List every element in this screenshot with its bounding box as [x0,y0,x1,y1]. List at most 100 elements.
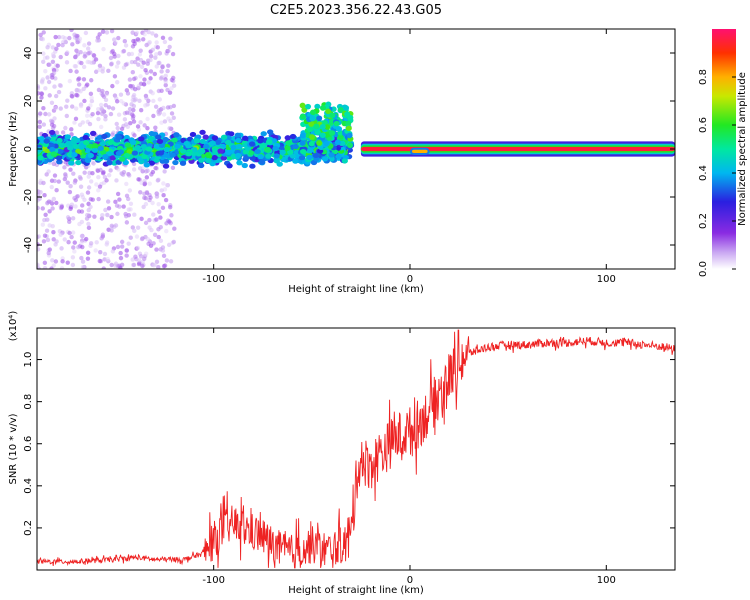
spectrogram-cell [110,106,116,111]
spectrogram-cell [96,174,101,180]
spectrogram-cell [55,63,60,69]
spectrogram-cell [248,141,256,147]
spectrogram-cell [160,35,166,41]
spectrogram-cell [115,79,120,85]
spectrogram-cell [101,29,106,34]
spectrogram-cell [166,48,171,54]
spectrogram-cell [230,144,237,150]
spectrogram-cell [164,182,170,188]
spectrogram-cell [100,69,105,74]
spectrogram-cell [151,98,156,104]
spectrogram-cell [173,132,180,138]
spectrogram-cell [40,222,46,227]
spectrogram-cell [88,91,94,97]
spectrogram-cell [46,250,51,256]
spectrogram-cell [287,149,294,155]
spectrogram-cell [142,181,148,186]
spectrogram-cell [114,99,120,104]
spectrogram-cell [104,30,110,35]
spectrogram-cell [346,132,353,139]
spectrogram-cell [108,168,113,173]
spectrogram-cell [328,152,335,158]
spectrogram-cell [49,266,54,269]
spectrogram-cell [144,175,150,180]
spectrogram-cell [82,43,87,48]
spectrogram-cell [158,238,164,243]
spectrogram-cell [86,225,92,231]
spectrogram-cell [343,105,350,111]
spectrogram-cell [169,111,175,116]
spectrogram-cell [65,98,70,103]
spectrogram-cell [166,242,172,248]
spectrogram-cell [78,144,85,150]
spectrogram-cell [78,184,84,189]
spectrogram-cell [156,201,161,207]
spectrogram-x-label: Height of straight line (km) [288,284,424,295]
spectrogram-cell [85,212,90,218]
spectrogram-cell [159,120,164,125]
spectrogram-cell [165,68,170,74]
spectrogram-cell [70,104,75,109]
spectrogram-cell [142,82,147,87]
spectrogram-cell [84,157,92,163]
spectrogram-cell [109,62,114,67]
spectrogram-cell [80,264,86,269]
spectrogram-cell [148,243,154,248]
spectrogram-cell [131,167,137,172]
spectrogram-cell [37,147,43,153]
spectrogram-cell [171,115,176,121]
spectrogram-cell [273,153,280,159]
spectrogram-cell [316,140,323,146]
spectrogram-cell [94,240,99,245]
spectrogram-cell [133,97,138,102]
spectrogram-cell [138,190,143,195]
spectrogram-cell [90,197,95,202]
spectrogram-cell [100,88,105,94]
spectrogram-cell [156,60,161,66]
spectrogram-cell [235,137,242,144]
spectrogram-cell [152,232,158,238]
spectrogram-cell [106,68,111,74]
spectrogram-cell [67,145,74,151]
spectrogram-cell [91,143,99,149]
spectrogram-cell [64,134,71,140]
spectrogram-cell [98,167,103,173]
spectrogram-cell [125,196,131,202]
spectrogram-cell [123,134,130,141]
spectrogram-cell [335,153,342,159]
spectrogram-cell [79,60,84,66]
spectrogram-cell [41,180,46,186]
spectrogram-cell [60,259,65,264]
spectrogram-cell [38,111,43,116]
spectrogram-cell [50,59,56,65]
spectrogram-cell [52,178,57,184]
spectrogram-cell [114,203,120,208]
spectrogram-cell [258,159,266,165]
spectrogram-cell [144,42,149,48]
spectrogram-cell [115,150,123,156]
spectrogram-cell [156,265,161,269]
spectrogram-cell [79,192,85,197]
spectrogram-cell [131,76,137,82]
spectrogram-cell [212,148,219,154]
spectrogram-cell [137,136,145,142]
spectrogram-cell [202,134,209,140]
spectrogram-cell [70,230,76,235]
spectrogram-cell [124,181,129,187]
spectrogram-cell [203,143,210,149]
spectrogram-cell [249,163,256,169]
x-tick-label: 0 [407,575,413,586]
spectrogram-cell [47,209,52,214]
spectrogram-cell [60,34,66,40]
spectrogram-cell [74,33,79,39]
spectrogram-cell [75,148,82,154]
spectrogram-cell [148,160,156,166]
spectrogram-cell [190,147,198,153]
spectrogram-cell [143,201,149,207]
spectrogram-cell [67,35,72,41]
spectrogram-cell [37,196,42,201]
spectrogram-cell [164,228,169,234]
spectrogram-cell [135,56,140,61]
spectrogram-cell [299,102,306,109]
spectrogram-cell [54,200,59,206]
